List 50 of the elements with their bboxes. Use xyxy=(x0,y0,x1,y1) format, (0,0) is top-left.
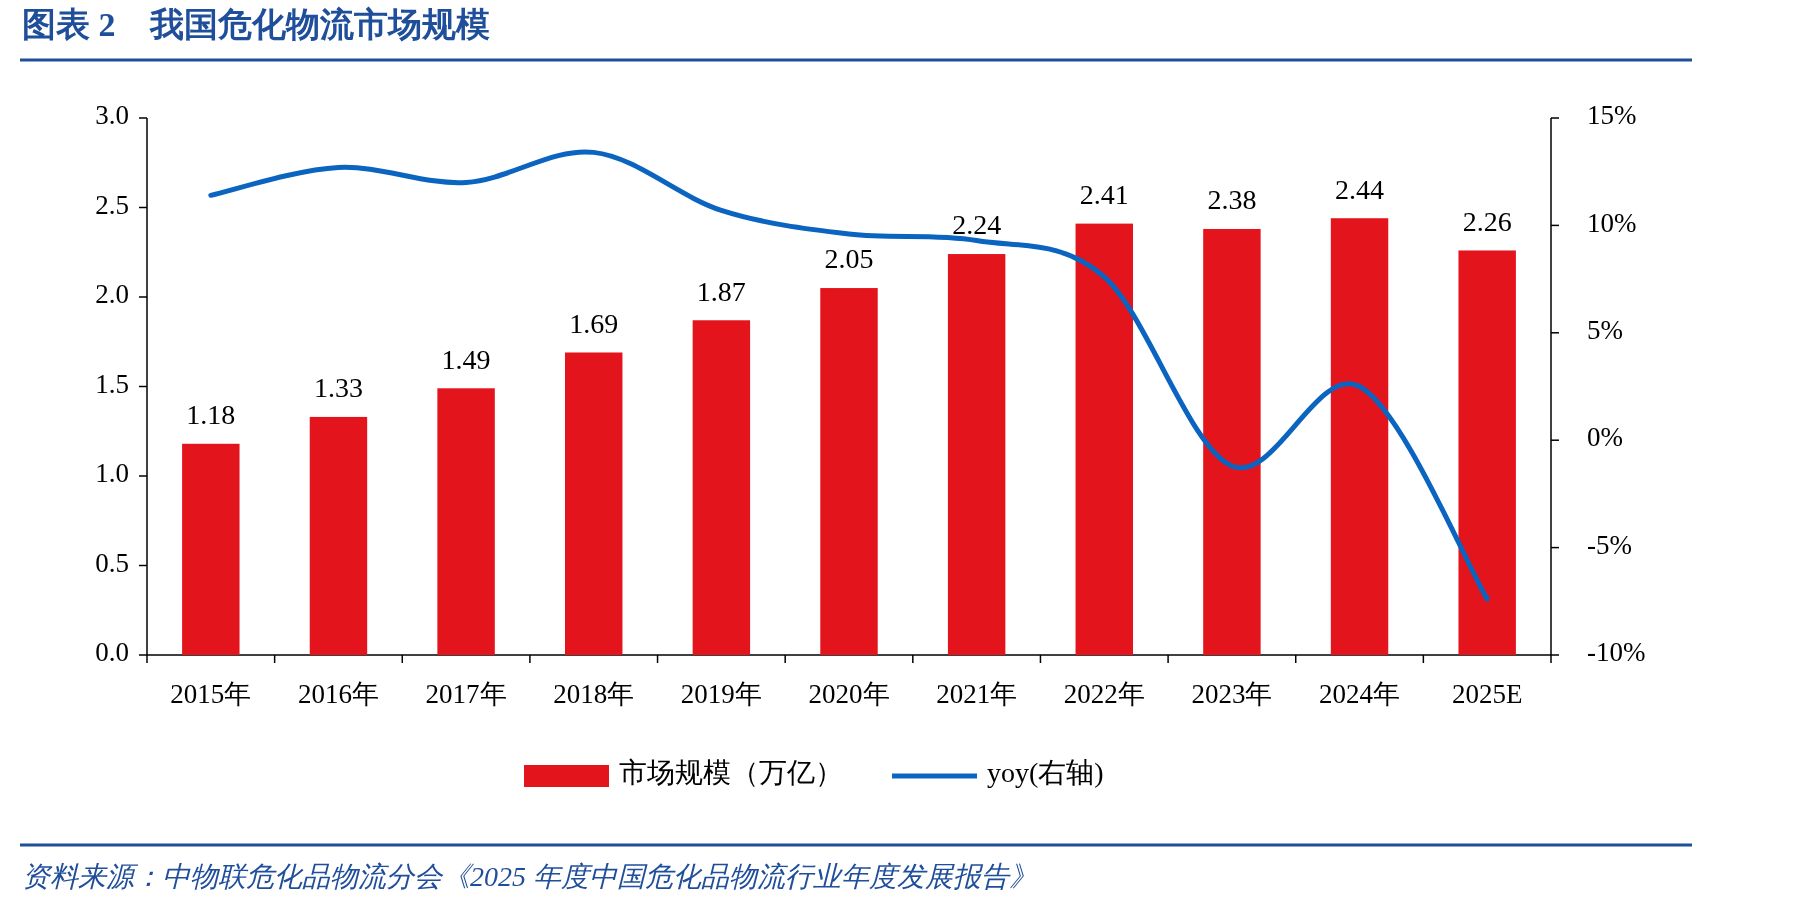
x-tick-label: 2025E xyxy=(1451,679,1523,710)
data-label: 2.38 xyxy=(1207,184,1257,216)
bar xyxy=(947,254,1006,655)
y-tick-label: 2.0 xyxy=(95,279,129,310)
legend-label: 市场规模（万亿） xyxy=(619,757,843,789)
y2-tick-label: 10% xyxy=(1587,207,1637,238)
x-tick-label: 2015年 xyxy=(170,679,252,710)
y2-tick-label: -5% xyxy=(1587,529,1632,560)
data-label: 1.69 xyxy=(569,307,619,339)
x-tick-label: 2021年 xyxy=(936,679,1018,710)
x-tick-label: 2016年 xyxy=(297,679,379,710)
x-tick-label: 2023年 xyxy=(1191,679,1273,710)
data-label: 1.18 xyxy=(186,399,236,431)
data-label: 2.24 xyxy=(952,209,1002,241)
y-tick-label: 0.5 xyxy=(95,547,129,578)
bar xyxy=(692,320,751,655)
bar xyxy=(1458,250,1516,655)
y-tick-label: 1.5 xyxy=(95,368,129,399)
bar xyxy=(437,388,495,655)
y2-tick-label: 0% xyxy=(1587,422,1623,453)
y-tick-label: 0.0 xyxy=(95,637,129,668)
data-label: 2.44 xyxy=(1335,173,1385,205)
data-label: 2.26 xyxy=(1462,205,1512,237)
x-tick-label: 2024年 xyxy=(1319,679,1401,710)
data-label: 1.33 xyxy=(313,372,363,404)
data-label: 1.49 xyxy=(441,343,491,375)
y2-tick-label: 5% xyxy=(1587,315,1623,345)
bar xyxy=(565,352,623,655)
y2-tick-label: -10% xyxy=(1587,637,1646,668)
data-label: 2.41 xyxy=(1079,179,1129,211)
bar xyxy=(820,288,878,655)
bar xyxy=(1330,218,1389,655)
bar xyxy=(1203,228,1261,655)
y-tick-label: 3.0 xyxy=(95,100,129,131)
x-tick-label: 2017年 xyxy=(425,679,507,710)
x-tick-label: 2019年 xyxy=(680,679,762,710)
y2-tick-label: 15% xyxy=(1587,100,1637,131)
x-tick-label: 2018年 xyxy=(553,679,635,710)
bar xyxy=(309,416,368,655)
bar xyxy=(182,443,240,655)
y-tick-label: 2.5 xyxy=(95,189,129,220)
x-tick-label: 2020年 xyxy=(808,679,890,710)
y-tick-label: 1.0 xyxy=(95,458,129,489)
chart-title: 图表 2 我国危化物流市场规模 xyxy=(22,5,490,43)
data-label: 2.05 xyxy=(824,243,874,275)
bar xyxy=(1075,223,1133,655)
legend-label: yoy(右轴) xyxy=(987,757,1104,789)
x-tick-label: 2022年 xyxy=(1063,679,1145,710)
data-label: 1.87 xyxy=(696,275,746,307)
text: 资料来源：中物联危化品物流分会《2025 年度中国危化品物流行业年度发展报告》 xyxy=(22,861,1037,893)
